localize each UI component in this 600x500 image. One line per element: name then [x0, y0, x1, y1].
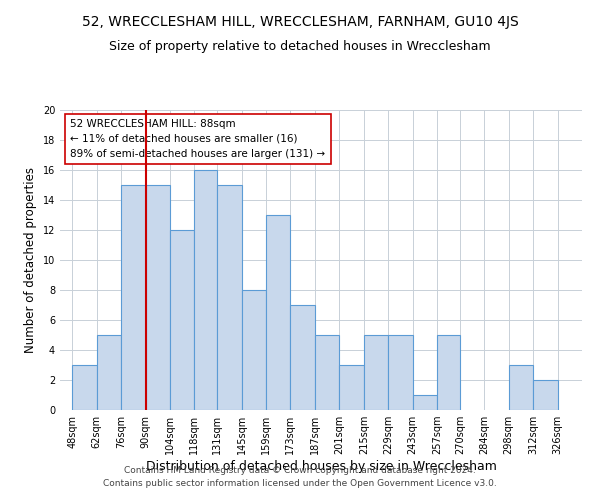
Bar [509, 365, 533, 410]
Bar [194, 170, 217, 410]
Bar [170, 230, 194, 410]
Bar [217, 185, 242, 410]
Text: Contains HM Land Registry data © Crown copyright and database right 2024.
Contai: Contains HM Land Registry data © Crown c… [103, 466, 497, 487]
Text: Size of property relative to detached houses in Wrecclesham: Size of property relative to detached ho… [109, 40, 491, 53]
Bar [533, 380, 557, 410]
Bar [97, 335, 121, 410]
Bar [340, 365, 364, 410]
Bar [388, 335, 413, 410]
Text: 52 WRECCLESHAM HILL: 88sqm
← 11% of detached houses are smaller (16)
89% of semi: 52 WRECCLESHAM HILL: 88sqm ← 11% of deta… [70, 119, 326, 158]
Bar [290, 305, 315, 410]
Text: 52, WRECCLESHAM HILL, WRECCLESHAM, FARNHAM, GU10 4JS: 52, WRECCLESHAM HILL, WRECCLESHAM, FARNH… [82, 15, 518, 29]
Bar [121, 185, 146, 410]
Bar [413, 395, 437, 410]
Bar [266, 215, 290, 410]
Bar [437, 335, 460, 410]
Y-axis label: Number of detached properties: Number of detached properties [24, 167, 37, 353]
Bar [72, 365, 97, 410]
X-axis label: Distribution of detached houses by size in Wrecclesham: Distribution of detached houses by size … [146, 460, 496, 473]
Bar [242, 290, 266, 410]
Bar [146, 185, 170, 410]
Bar [315, 335, 340, 410]
Bar [364, 335, 388, 410]
